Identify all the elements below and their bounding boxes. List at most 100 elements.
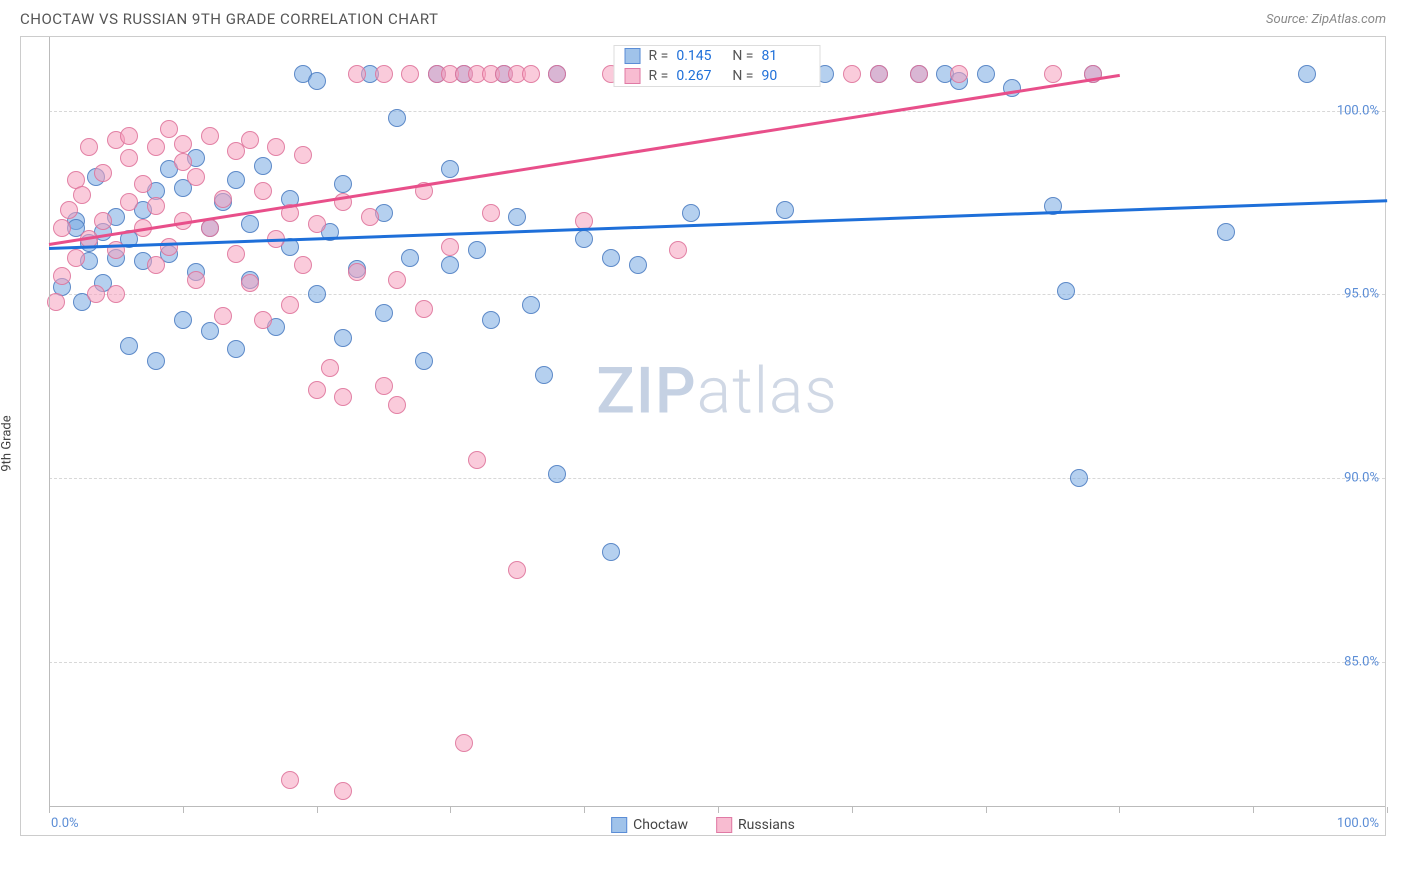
data-point-russians bbox=[267, 138, 285, 156]
gridline bbox=[49, 478, 1385, 479]
data-point-russians bbox=[308, 381, 326, 399]
choctaw-r-value: 0.145 bbox=[676, 48, 724, 64]
legend-item-choctaw: Choctaw bbox=[611, 817, 688, 833]
data-point-choctaw bbox=[1057, 282, 1075, 300]
data-point-choctaw bbox=[415, 352, 433, 370]
data-point-russians bbox=[482, 204, 500, 222]
data-point-russians bbox=[870, 65, 888, 83]
data-point-russians bbox=[241, 274, 259, 292]
data-point-russians bbox=[53, 219, 71, 237]
data-point-choctaw bbox=[201, 322, 219, 340]
data-point-russians bbox=[53, 267, 71, 285]
data-point-russians bbox=[160, 238, 178, 256]
data-point-choctaw bbox=[308, 72, 326, 90]
data-point-choctaw bbox=[682, 204, 700, 222]
chart-source: Source: ZipAtlas.com bbox=[1266, 12, 1386, 27]
data-point-russians bbox=[468, 451, 486, 469]
data-point-russians bbox=[174, 135, 192, 153]
data-point-russians bbox=[160, 120, 178, 138]
x-axis bbox=[49, 806, 1385, 807]
plot-area: ZIPatlas R = 0.145 N = 81 R = 0.267 N = … bbox=[49, 37, 1385, 807]
x-tick bbox=[852, 807, 853, 813]
data-point-choctaw bbox=[334, 175, 352, 193]
x-tick bbox=[317, 807, 318, 813]
data-point-russians bbox=[254, 182, 272, 200]
swatch-russians-icon bbox=[625, 68, 641, 84]
data-point-russians bbox=[120, 149, 138, 167]
data-point-russians bbox=[294, 256, 312, 274]
data-point-russians bbox=[508, 561, 526, 579]
data-point-choctaw bbox=[147, 352, 165, 370]
x-tick bbox=[584, 807, 585, 813]
data-point-choctaw bbox=[602, 543, 620, 561]
data-point-choctaw bbox=[508, 208, 526, 226]
data-point-russians bbox=[441, 238, 459, 256]
x-tick bbox=[1253, 807, 1254, 813]
data-point-russians bbox=[187, 168, 205, 186]
y-tick-label: 95.0% bbox=[1344, 287, 1379, 302]
x-tick bbox=[1119, 807, 1120, 813]
y-axis-label: 9th Grade bbox=[0, 415, 15, 471]
data-point-choctaw bbox=[575, 230, 593, 248]
data-point-russians bbox=[174, 153, 192, 171]
data-point-russians bbox=[60, 201, 78, 219]
data-point-russians bbox=[334, 782, 352, 800]
data-point-russians bbox=[107, 285, 125, 303]
data-point-russians bbox=[548, 65, 566, 83]
data-point-choctaw bbox=[227, 171, 245, 189]
data-point-russians bbox=[669, 241, 687, 259]
data-point-russians bbox=[308, 215, 326, 233]
data-point-russians bbox=[187, 271, 205, 289]
data-point-russians bbox=[522, 65, 540, 83]
x-tick bbox=[49, 807, 50, 813]
legend-item-russians: Russians bbox=[716, 817, 795, 833]
data-point-choctaw bbox=[120, 337, 138, 355]
x-tick bbox=[1387, 807, 1388, 813]
data-point-choctaw bbox=[241, 215, 259, 233]
y-axis bbox=[49, 37, 50, 807]
x-tick bbox=[718, 807, 719, 813]
data-point-russians bbox=[334, 388, 352, 406]
swatch-choctaw-icon bbox=[625, 48, 641, 64]
data-point-russians bbox=[120, 127, 138, 145]
data-point-choctaw bbox=[401, 249, 419, 267]
data-point-choctaw bbox=[174, 311, 192, 329]
gridline bbox=[49, 294, 1385, 295]
chart-container: 9th Grade ZIPatlas R = 0.145 N = 81 R = … bbox=[20, 36, 1386, 836]
data-point-russians bbox=[134, 175, 152, 193]
data-point-russians bbox=[254, 311, 272, 329]
data-point-russians bbox=[950, 65, 968, 83]
x-tick bbox=[450, 807, 451, 813]
data-point-russians bbox=[94, 212, 112, 230]
russians-n-value: 90 bbox=[761, 68, 809, 84]
data-point-russians bbox=[87, 285, 105, 303]
data-point-russians bbox=[80, 138, 98, 156]
data-point-choctaw bbox=[602, 249, 620, 267]
stats-row-choctaw: R = 0.145 N = 81 bbox=[615, 46, 820, 66]
legend-swatch-russians-icon bbox=[716, 817, 732, 833]
data-point-choctaw bbox=[1003, 79, 1021, 97]
data-point-russians bbox=[227, 245, 245, 263]
gridline bbox=[49, 662, 1385, 663]
data-point-choctaw bbox=[1217, 223, 1235, 241]
x-tick bbox=[183, 807, 184, 813]
data-point-russians bbox=[348, 263, 366, 281]
data-point-russians bbox=[120, 193, 138, 211]
data-point-choctaw bbox=[629, 256, 647, 274]
data-point-choctaw bbox=[535, 366, 553, 384]
data-point-russians bbox=[214, 307, 232, 325]
data-point-russians bbox=[201, 127, 219, 145]
data-point-choctaw bbox=[977, 65, 995, 83]
x-tick-label-max: 100.0% bbox=[1337, 816, 1379, 831]
watermark: ZIPatlas bbox=[596, 354, 838, 429]
legend-swatch-choctaw-icon bbox=[611, 817, 627, 833]
x-tick bbox=[986, 807, 987, 813]
data-point-choctaw bbox=[548, 465, 566, 483]
data-point-russians bbox=[1044, 65, 1062, 83]
y-tick-label: 90.0% bbox=[1344, 471, 1379, 486]
data-point-russians bbox=[281, 296, 299, 314]
data-point-choctaw bbox=[482, 311, 500, 329]
data-point-russians bbox=[348, 65, 366, 83]
legend: Choctaw Russians bbox=[611, 817, 795, 833]
data-point-russians bbox=[375, 65, 393, 83]
